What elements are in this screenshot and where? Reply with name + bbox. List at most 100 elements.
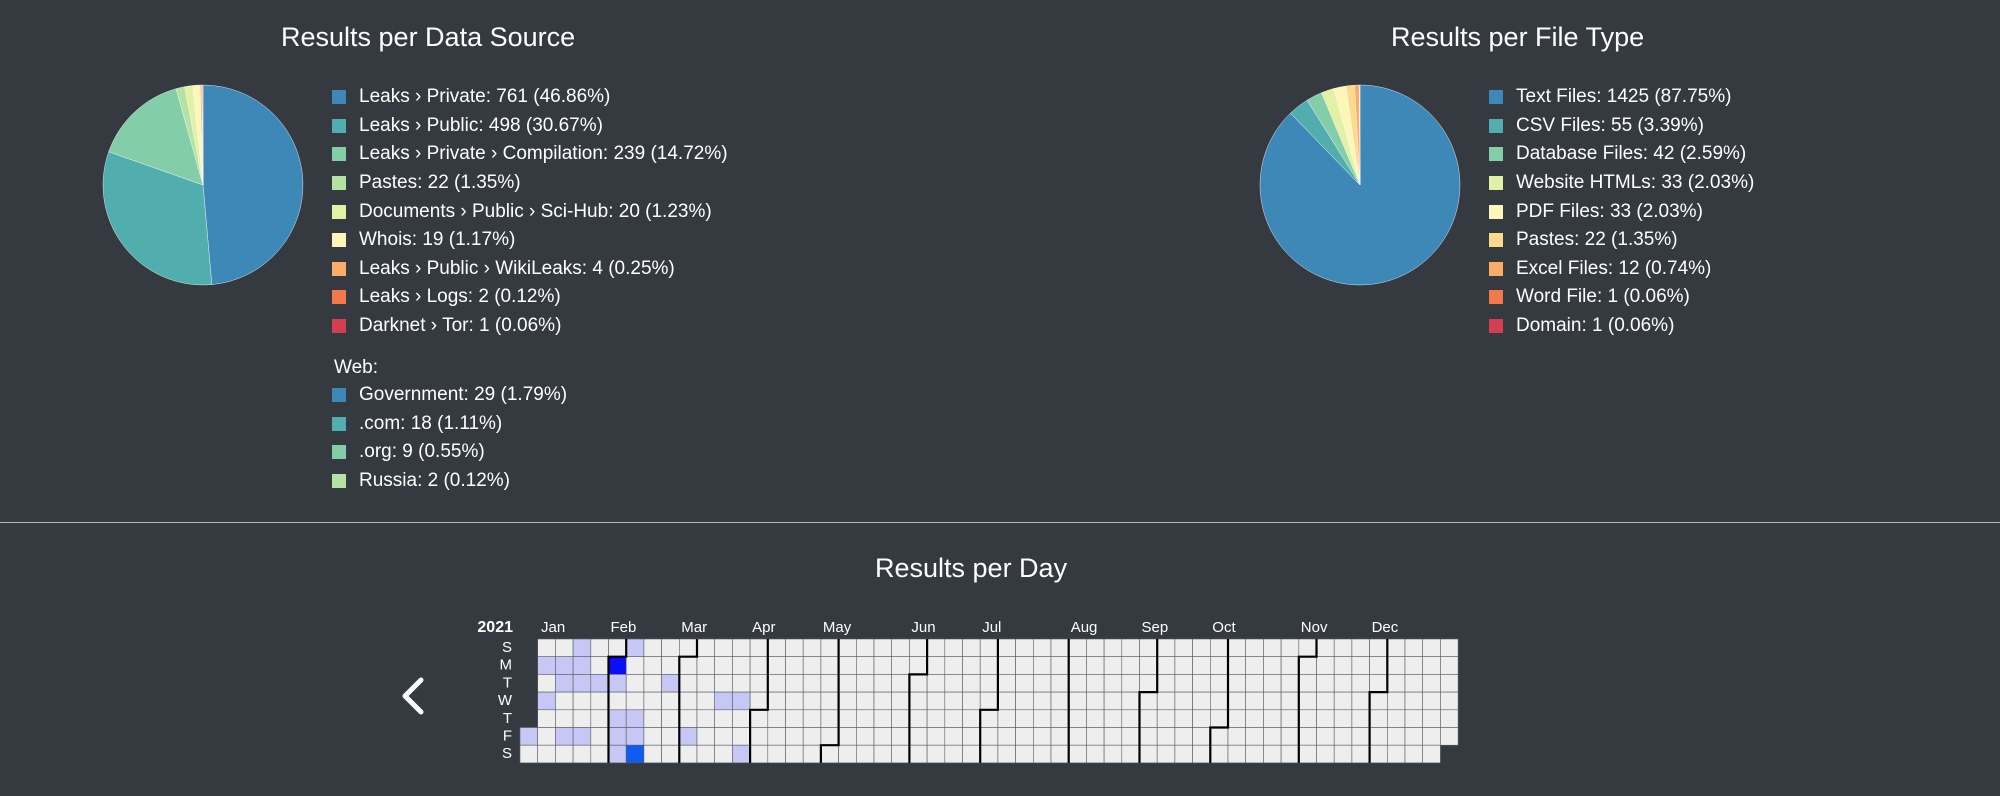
calendar-day-cell[interactable] <box>661 727 680 746</box>
calendar-day-cell[interactable] <box>802 709 822 728</box>
calendar-day-cell[interactable] <box>749 638 769 658</box>
calendar-day-cell[interactable] <box>997 744 1016 764</box>
calendar-day-cell[interactable] <box>590 674 609 693</box>
data-source-slice-1[interactable] <box>102 151 213 286</box>
calendar-day-cell[interactable] <box>572 638 592 658</box>
calendar-day-cell[interactable] <box>572 656 592 675</box>
calendar-day-cell[interactable] <box>997 656 1016 675</box>
calendar-day-cell[interactable] <box>926 744 946 764</box>
calendar-day-cell[interactable] <box>1351 638 1370 658</box>
data-source-legend-item[interactable]: Leaks › Private › Compilation: 239 (14.7… <box>332 140 728 169</box>
calendar-day-cell[interactable] <box>1121 638 1140 658</box>
calendar-day-cell[interactable] <box>1174 656 1193 675</box>
calendar-day-cell[interactable] <box>785 709 804 728</box>
calendar-day-cell[interactable] <box>714 638 733 658</box>
calendar-day-cell[interactable] <box>1192 744 1211 764</box>
calendar-day-cell[interactable] <box>696 709 716 728</box>
calendar-day-cell[interactable] <box>1192 638 1211 658</box>
calendar-day-cell[interactable] <box>555 744 574 764</box>
calendar-day-cell[interactable] <box>820 656 839 675</box>
calendar-day-cell[interactable] <box>1422 727 1441 746</box>
calendar-day-cell[interactable] <box>608 709 627 728</box>
calendar-day-cell[interactable] <box>1209 691 1229 711</box>
calendar-day-cell[interactable] <box>1015 709 1034 728</box>
calendar-day-cell[interactable] <box>1316 656 1335 675</box>
calendar-day-cell[interactable] <box>1245 727 1264 746</box>
calendar-day-cell[interactable] <box>555 691 574 711</box>
calendar-day-cell[interactable] <box>1086 744 1105 764</box>
calendar-day-cell[interactable] <box>873 656 893 675</box>
calendar-day-cell[interactable] <box>802 638 822 658</box>
data-source-legend-item[interactable]: Whois: 19 (1.17%) <box>332 226 728 255</box>
calendar-day-cell[interactable] <box>1139 691 1158 711</box>
calendar-day-cell[interactable] <box>732 656 751 675</box>
calendar-day-cell[interactable] <box>1333 691 1353 711</box>
calendar-day-cell[interactable] <box>1422 656 1441 675</box>
calendar-day-cell[interactable] <box>944 691 963 711</box>
calendar-day-cell[interactable] <box>661 744 680 764</box>
calendar-day-cell[interactable] <box>608 638 627 658</box>
calendar-day-cell[interactable] <box>944 709 963 728</box>
calendar-day-cell[interactable] <box>820 691 839 711</box>
calendar-day-cell[interactable] <box>1263 674 1282 693</box>
calendar-day-cell[interactable] <box>590 656 609 675</box>
calendar-day-cell[interactable] <box>1050 744 1070 764</box>
calendar-day-cell[interactable] <box>979 744 999 764</box>
calendar-day-cell[interactable] <box>1422 638 1441 658</box>
web-group-legend-item[interactable]: Government: 29 (1.79%) <box>332 381 567 410</box>
calendar-day-cell[interactable] <box>1174 709 1193 728</box>
calendar-day-cell[interactable] <box>909 744 928 764</box>
calendar-day-cell[interactable] <box>1139 656 1158 675</box>
data-source-slice-2[interactable] <box>108 88 204 186</box>
calendar-day-cell[interactable] <box>537 674 556 693</box>
calendar-day-cell[interactable] <box>1103 674 1123 693</box>
calendar-day-cell[interactable] <box>1369 691 1388 711</box>
calendar-day-cell[interactable] <box>820 674 839 693</box>
calendar-day-cell[interactable] <box>767 674 786 693</box>
calendar-day-cell[interactable] <box>979 638 999 658</box>
calendar-day-cell[interactable] <box>855 656 875 675</box>
calendar-day-cell[interactable] <box>1192 691 1211 711</box>
calendar-day-cell[interactable] <box>1209 656 1229 675</box>
calendar-day-cell[interactable] <box>1015 727 1034 746</box>
calendar-day-cell[interactable] <box>767 709 786 728</box>
calendar-day-cell[interactable] <box>1209 709 1229 728</box>
calendar-day-cell[interactable] <box>1086 691 1105 711</box>
calendar-day-cell[interactable] <box>785 744 804 764</box>
calendar-day-cell[interactable] <box>679 691 698 711</box>
calendar-day-cell[interactable] <box>608 691 627 711</box>
calendar-day-cell[interactable] <box>1440 709 1459 728</box>
calendar-day-cell[interactable] <box>749 674 769 693</box>
calendar-day-cell[interactable] <box>1280 674 1300 693</box>
calendar-day-cell[interactable] <box>1032 744 1052 764</box>
calendar-day-cell[interactable] <box>625 656 645 675</box>
file-type-legend-item[interactable]: Database Files: 42 (2.59%) <box>1489 140 1754 169</box>
calendar-day-cell[interactable] <box>696 727 716 746</box>
web-group-legend-item[interactable]: Russia: 2 (0.12%) <box>332 467 567 496</box>
calendar-day-cell[interactable] <box>1404 674 1424 693</box>
calendar-day-cell[interactable] <box>1068 691 1087 711</box>
calendar-day-cell[interactable] <box>979 727 999 746</box>
calendar-day-cell[interactable] <box>1015 691 1034 711</box>
calendar-day-cell[interactable] <box>1298 691 1317 711</box>
calendar-day-cell[interactable] <box>1050 638 1070 658</box>
calendar-day-cell[interactable] <box>625 638 645 658</box>
file-type-legend-item[interactable]: Word File: 1 (0.06%) <box>1489 283 1754 312</box>
calendar-day-cell[interactable] <box>1121 674 1140 693</box>
calendar-day-cell[interactable] <box>1404 656 1424 675</box>
calendar-day-cell[interactable] <box>1103 656 1123 675</box>
calendar-day-cell[interactable] <box>1032 727 1052 746</box>
calendar-day-cell[interactable] <box>997 674 1016 693</box>
calendar-day-cell[interactable] <box>1298 656 1317 675</box>
calendar-day-cell[interactable] <box>785 674 804 693</box>
data-source-slice-0[interactable] <box>202 84 304 285</box>
calendar-day-cell[interactable] <box>608 744 627 764</box>
calendar-day-cell[interactable] <box>661 691 680 711</box>
calendar-day-cell[interactable] <box>926 638 946 658</box>
calendar-day-cell[interactable] <box>997 727 1016 746</box>
calendar-day-cell[interactable] <box>1103 709 1123 728</box>
calendar-day-cell[interactable] <box>855 709 875 728</box>
calendar-day-cell[interactable] <box>873 727 893 746</box>
web-group-legend-item[interactable]: .com: 18 (1.11%) <box>332 410 567 439</box>
calendar-day-cell[interactable] <box>1032 674 1052 693</box>
